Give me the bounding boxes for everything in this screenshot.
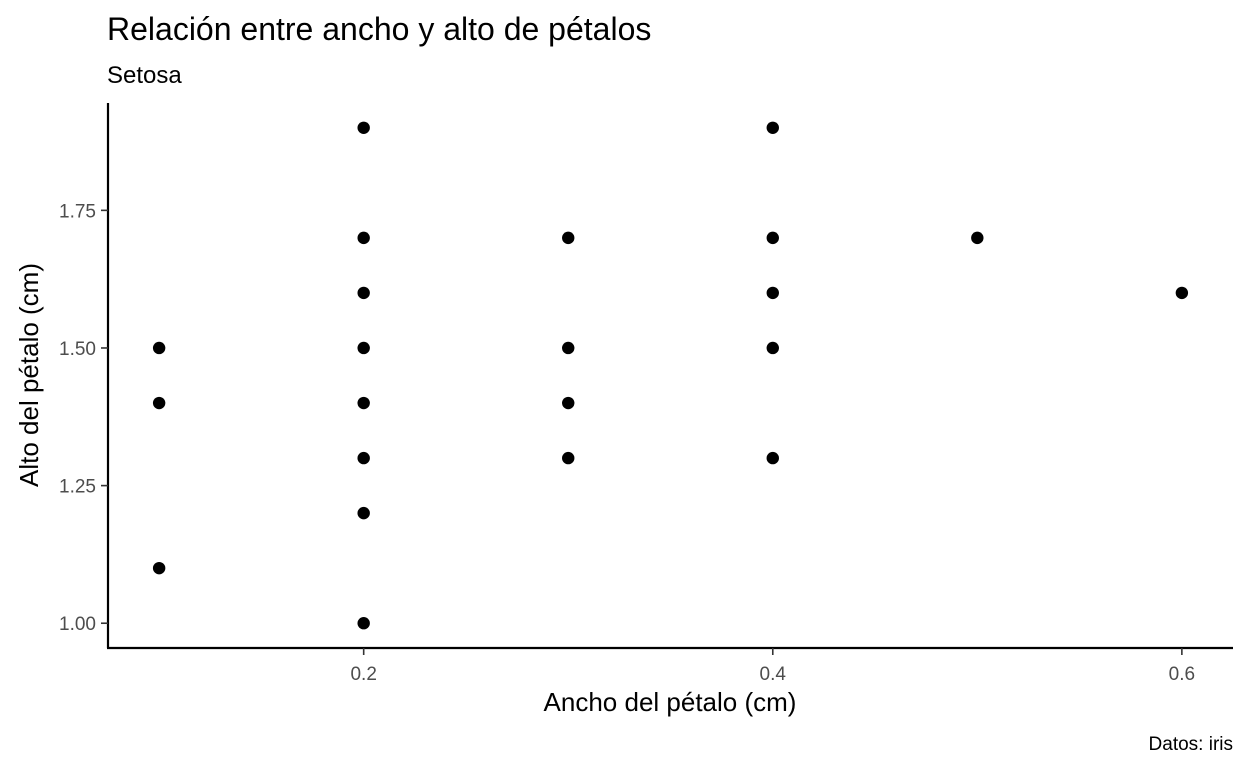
data-point	[357, 231, 370, 245]
y-axis-ticks: 1.00 1.25 1.50 1.75	[59, 201, 108, 635]
data-point	[152, 396, 166, 410]
data-point	[766, 286, 779, 300]
chart-title: Relación entre ancho y alto de pétalos	[107, 11, 651, 47]
x-tick-label: 0.4	[760, 664, 787, 685]
data-point	[357, 506, 370, 520]
data-point	[357, 396, 370, 410]
y-tick-label: 1.00	[59, 614, 96, 635]
x-axis-title: Ancho del pétalo (cm)	[544, 687, 797, 717]
x-tick-label: 0.2	[350, 664, 376, 685]
y-tick-label: 1.75	[59, 201, 96, 222]
y-tick-label: 1.25	[59, 477, 96, 498]
x-axis-ticks: 0.2 0.4 0.6	[350, 648, 1195, 685]
data-point	[357, 121, 370, 134]
data-point	[766, 341, 779, 355]
data-point	[357, 286, 370, 300]
y-tick-label: 1.50	[59, 339, 96, 360]
data-points	[152, 121, 1189, 630]
data-point	[562, 231, 575, 245]
data-point	[971, 231, 984, 245]
data-point	[357, 451, 370, 465]
x-tick-label: 0.6	[1169, 664, 1195, 685]
data-point	[766, 451, 779, 465]
data-point	[152, 341, 166, 355]
chart-subtitle: Setosa	[107, 62, 182, 89]
data-point	[562, 451, 575, 465]
y-axis-title: Alto del pétalo (cm)	[14, 263, 44, 487]
data-point	[562, 341, 575, 355]
data-point	[152, 561, 166, 575]
data-point	[1175, 286, 1189, 300]
data-point	[357, 617, 370, 630]
data-point	[562, 396, 575, 410]
data-point	[766, 121, 779, 134]
chart-caption: Datos: iris	[1149, 734, 1233, 755]
data-point	[766, 231, 779, 245]
data-point	[357, 341, 370, 355]
